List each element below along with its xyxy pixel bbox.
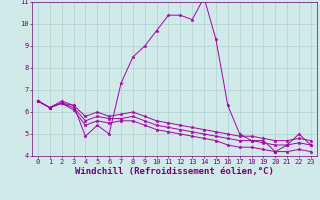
X-axis label: Windchill (Refroidissement éolien,°C): Windchill (Refroidissement éolien,°C)	[75, 167, 274, 176]
